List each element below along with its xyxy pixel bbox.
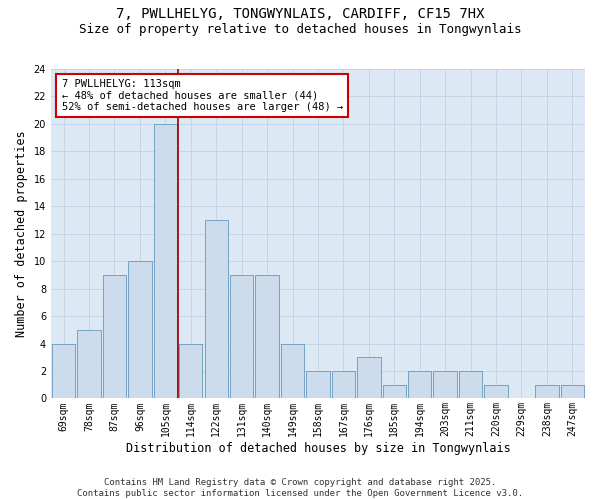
Bar xyxy=(306,371,329,398)
X-axis label: Distribution of detached houses by size in Tongwynlais: Distribution of detached houses by size … xyxy=(125,442,511,455)
Bar xyxy=(205,220,228,398)
Bar xyxy=(383,384,406,398)
Text: Size of property relative to detached houses in Tongwynlais: Size of property relative to detached ho… xyxy=(79,22,521,36)
Bar xyxy=(484,384,508,398)
Bar xyxy=(357,357,380,399)
Bar xyxy=(256,275,279,398)
Bar xyxy=(459,371,482,398)
Text: 7, PWLLHELYG, TONGWYNLAIS, CARDIFF, CF15 7HX: 7, PWLLHELYG, TONGWYNLAIS, CARDIFF, CF15… xyxy=(116,8,484,22)
Y-axis label: Number of detached properties: Number of detached properties xyxy=(15,130,28,337)
Bar xyxy=(103,275,126,398)
Bar xyxy=(77,330,101,398)
Bar xyxy=(128,261,152,398)
Bar xyxy=(154,124,177,398)
Bar xyxy=(332,371,355,398)
Bar xyxy=(408,371,431,398)
Bar xyxy=(281,344,304,398)
Bar xyxy=(230,275,253,398)
Text: Contains HM Land Registry data © Crown copyright and database right 2025.
Contai: Contains HM Land Registry data © Crown c… xyxy=(77,478,523,498)
Bar xyxy=(52,344,76,398)
Bar xyxy=(433,371,457,398)
Bar xyxy=(535,384,559,398)
Bar xyxy=(179,344,202,398)
Text: 7 PWLLHELYG: 113sqm
← 48% of detached houses are smaller (44)
52% of semi-detach: 7 PWLLHELYG: 113sqm ← 48% of detached ho… xyxy=(62,79,343,112)
Bar xyxy=(560,384,584,398)
